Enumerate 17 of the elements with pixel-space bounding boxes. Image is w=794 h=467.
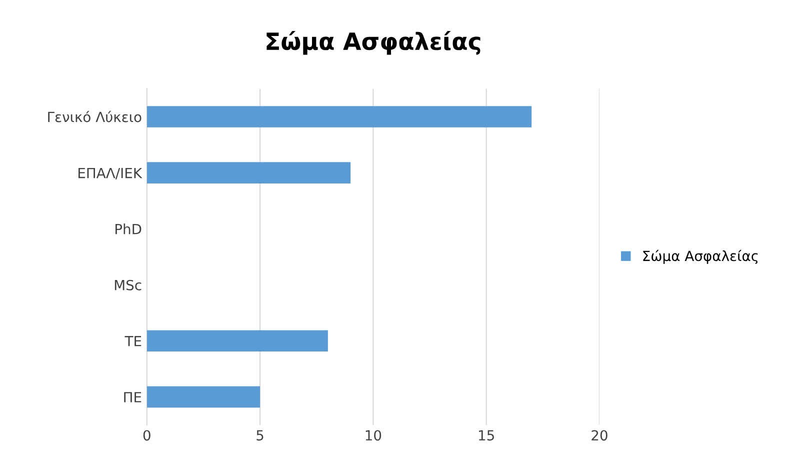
y-tick-label: Γενικό Λύκειο xyxy=(48,110,142,122)
x-tick-label: 5 xyxy=(256,430,264,441)
y-tick-label: PhD xyxy=(116,224,142,234)
x-tick-label: 20 xyxy=(592,430,608,441)
y-tick-label: MSc xyxy=(114,280,142,290)
x-tick-label: 10 xyxy=(366,430,382,441)
y-tick-label: ΠΕ xyxy=(124,392,142,402)
bar xyxy=(146,386,260,408)
y-tick-label: ΕΠΑΛ/ΙΕΚ xyxy=(78,168,142,180)
chart-title: Σώμα Ασφαλείας xyxy=(266,30,480,55)
bar xyxy=(146,330,328,352)
x-tick-label: 15 xyxy=(479,430,494,441)
y-tick-label: ΤΕ xyxy=(124,336,142,346)
x-tick-label: 0 xyxy=(143,430,150,441)
bar xyxy=(146,162,351,184)
bar xyxy=(146,106,532,128)
legend-label: Σώμα Ασφαλείας xyxy=(643,250,758,264)
